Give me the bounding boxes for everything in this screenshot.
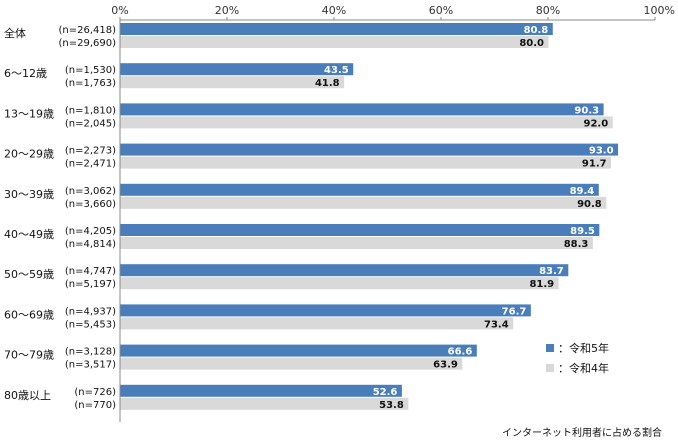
bar-r5 [120, 183, 599, 196]
sample-size-label: (n=29,690) [58, 38, 116, 49]
bar-r4 [120, 237, 593, 249]
x-tick-label: 40% [322, 4, 346, 17]
bar-r4 [120, 357, 463, 370]
bar-r5 [120, 224, 600, 236]
sample-size-label: (n=4,814) [65, 239, 116, 250]
data-label: 92.0 [584, 118, 609, 129]
legend-swatch [546, 344, 554, 352]
bar-r5 [120, 304, 531, 317]
legend-swatch [546, 364, 554, 372]
sample-size-label: (n=4,747) [65, 266, 116, 277]
data-label: 66.6 [448, 347, 473, 358]
sample-size-label: (n=1,810) [65, 105, 116, 116]
category-label: 30～39歳 [4, 188, 54, 201]
bar-r4 [120, 277, 559, 290]
bar-r4 [120, 116, 613, 129]
data-label: 52.6 [373, 387, 398, 398]
sample-size-label: (n=3,128) [65, 347, 116, 358]
sample-size-label: (n=2,471) [65, 159, 116, 170]
data-label: 91.7 [582, 159, 607, 170]
data-label: 43.5 [324, 65, 349, 76]
data-label: 83.7 [539, 266, 564, 277]
data-label: 41.8 [315, 78, 340, 89]
data-label: 73.4 [484, 319, 509, 330]
data-label: 93.0 [589, 146, 614, 157]
data-label: 89.5 [570, 226, 595, 237]
data-label: 63.9 [433, 360, 458, 371]
data-label: 88.3 [564, 239, 589, 250]
bar-r5 [120, 344, 477, 357]
legend-label: ：令和5年 [558, 341, 609, 355]
sample-size-label: (n=3,660) [65, 199, 116, 210]
bar-r5 [120, 23, 553, 35]
bar-r5 [120, 103, 604, 116]
data-label: 80.0 [519, 38, 544, 49]
sample-size-label: (n=726) [74, 387, 116, 398]
bar-r4 [120, 156, 612, 169]
bar-r4 [120, 36, 549, 48]
x-axis-ticks: 0% 20% 40% 60% 80% 100% [111, 4, 675, 20]
sample-size-label: (n=3,517) [65, 360, 116, 371]
bar-r4 [120, 76, 345, 89]
sample-size-label: (n=26,418) [58, 25, 116, 36]
x-tick-label: 80% [536, 4, 560, 17]
sample-size-label: (n=4,937) [65, 306, 116, 317]
category-label: 40～49歳 [4, 228, 54, 241]
data-label: 90.8 [577, 199, 602, 210]
category-label: 70～79歳 [4, 349, 54, 362]
bar-r4 [120, 397, 409, 410]
x-tick-label: 60% [429, 4, 453, 17]
sample-size-label: (n=5,197) [65, 279, 116, 290]
data-label: 81.9 [529, 279, 554, 290]
footnote: インターネット利用者に占める割合 [502, 426, 662, 439]
data-label: 89.4 [570, 186, 595, 197]
category-label: 全体 [4, 26, 26, 40]
data-label: 80.8 [524, 25, 549, 36]
sample-size-label: (n=1,530) [65, 65, 116, 76]
category-label: 50～59歳 [4, 268, 54, 281]
bars-group: 全体 (n=26,418) 80.8 (n=29,690) 80.0 6～12歳 (n=1,… [4, 23, 619, 411]
sample-size-label: (n=770) [74, 400, 116, 411]
x-tick-label: 100% [644, 4, 675, 17]
sample-size-label: (n=2,273) [65, 146, 116, 157]
sample-size-label: (n=3,062) [65, 186, 116, 197]
sample-size-label: (n=4,205) [65, 226, 116, 237]
category-label: 13～19歳 [4, 107, 54, 120]
data-label: 53.8 [379, 400, 404, 411]
x-tick-label: 20% [215, 4, 239, 17]
category-label: 60～69歳 [4, 308, 54, 321]
bar-r5 [120, 384, 402, 397]
category-label: 6～12歳 [4, 67, 47, 80]
category-label: 80歳以上 [4, 389, 51, 402]
bar-r4 [120, 317, 514, 330]
sample-size-label: (n=1,763) [65, 78, 116, 89]
bar-r5 [120, 143, 619, 156]
bar-r4 [120, 196, 607, 209]
sample-size-label: (n=5,453) [65, 319, 116, 330]
category-label: 20～29歳 [4, 148, 54, 161]
data-label: 90.3 [574, 105, 599, 116]
data-label: 76.7 [502, 306, 527, 317]
x-tick-label: 0% [111, 4, 128, 17]
legend: ：令和5年 ：令和4年 [546, 341, 609, 375]
bar-r5 [120, 264, 569, 277]
bar-r5 [120, 63, 354, 76]
sample-size-label: (n=2,045) [65, 118, 116, 129]
legend-label: ：令和4年 [558, 361, 609, 375]
